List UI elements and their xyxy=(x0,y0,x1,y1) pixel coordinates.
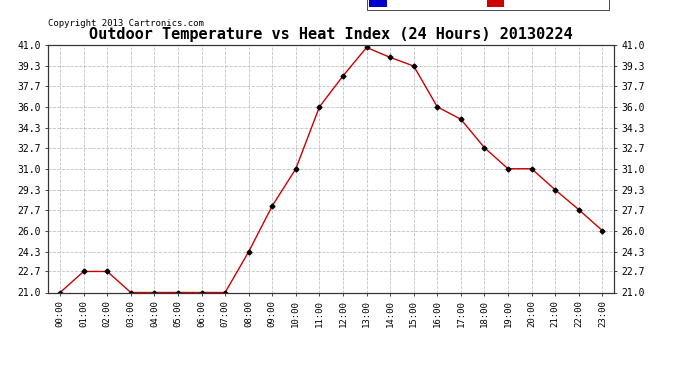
Legend: Heat Index  (°F), Temperature  (°F): Heat Index (°F), Temperature (°F) xyxy=(367,0,609,10)
Title: Outdoor Temperature vs Heat Index (24 Hours) 20130224: Outdoor Temperature vs Heat Index (24 Ho… xyxy=(90,27,573,42)
Text: Copyright 2013 Cartronics.com: Copyright 2013 Cartronics.com xyxy=(48,19,204,28)
